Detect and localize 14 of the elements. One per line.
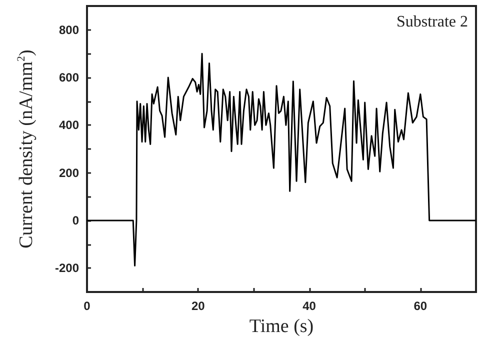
y-tick-label: 400 (58, 118, 80, 132)
y-tick-label: 200 (58, 166, 80, 180)
y-tick-label: 800 (58, 22, 80, 37)
y-tick-label: 0 (72, 214, 80, 228)
x-tick-label: 0 (84, 299, 91, 313)
y-axis-title: Current density (nA/mm2) (16, 50, 37, 248)
x-axis-title: Time (s) (249, 316, 314, 337)
x-tick-label: 60 (414, 299, 428, 313)
x-tick-label: 40 (302, 299, 316, 313)
y-tick-label: -200 (54, 261, 80, 276)
y-tick-label: 600 (58, 70, 80, 84)
x-tick-label: 20 (191, 299, 206, 313)
line-series (86, 52, 477, 267)
annotation: Substrate 2 (396, 14, 468, 30)
